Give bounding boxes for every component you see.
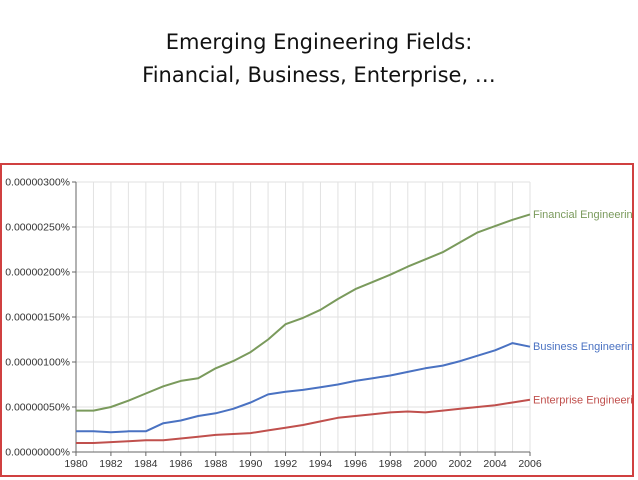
x-tick-label: 1990 <box>239 458 263 470</box>
chart-frame: 0.00000300% 0.00000250% 0.00000200% 0.00000… <box>0 163 638 477</box>
x-tick-label: 2002 <box>448 458 472 470</box>
x-tick-label: 1996 <box>344 458 368 470</box>
line-chart: 0.00000300% 0.00000250% 0.00000200% 0.00000… <box>5 177 638 471</box>
tick-labels: 0.00000300% 0.00000250% 0.00000200% 0.00000… <box>5 177 542 471</box>
x-tick-label: 1984 <box>134 458 158 470</box>
x-tick-label: 2000 <box>414 458 438 470</box>
x-tick-label: 1994 <box>309 458 333 470</box>
y-tick-label: 0.00000100% <box>5 357 70 369</box>
y-tick-label: 0.00000200% <box>5 267 70 279</box>
slide-title-line-1: Emerging Engineering Fields: <box>165 30 473 54</box>
business-engineering-line <box>76 342 531 434</box>
y-tick-label: 0.00000300% <box>5 177 70 189</box>
x-tick-label: 1980 <box>64 458 88 470</box>
x-tick-label: 1986 <box>169 458 193 470</box>
x-tick-label: 2004 <box>483 458 507 470</box>
financial-engineering-line <box>76 213 531 412</box>
series-labels: Financial Engineering Business Engineerin… <box>533 209 638 406</box>
enterprise-engineering-line <box>76 398 531 444</box>
x-tick-label: 1998 <box>379 458 403 470</box>
financial-engineering-label: Financial Engineering <box>533 209 632 221</box>
y-tick-label: 0.00000000% <box>5 447 70 459</box>
x-tick-label: 1988 <box>204 458 228 470</box>
y-tick-label: 0.00000250% <box>5 222 70 234</box>
y-tick-label: 0.00000050% <box>5 402 70 414</box>
series-lines <box>76 213 531 444</box>
business-engineering-label: Business Engineering <box>533 341 632 353</box>
axes <box>72 181 531 456</box>
x-tick-label: 1992 <box>274 458 298 470</box>
x-tick-label: 1982 <box>99 458 123 470</box>
enterprise-engineering-label: Enterprise Engineering <box>533 394 632 406</box>
x-tick-label: 2006 <box>518 458 542 470</box>
y-tick-label: 0.00000150% <box>5 312 70 324</box>
slide-title-line-2: Financial, Business, Enterprise, … <box>142 63 496 87</box>
slide-title: Emerging Engineering Fields: Financial, … <box>0 26 638 92</box>
